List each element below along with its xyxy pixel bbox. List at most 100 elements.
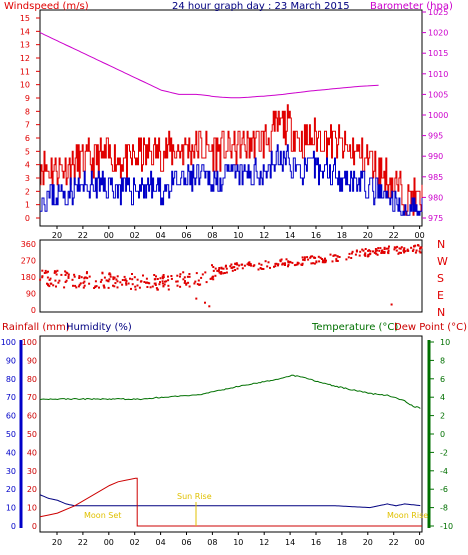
direction-point [156, 288, 159, 291]
direction-point [335, 258, 338, 261]
direction-point [240, 263, 243, 266]
direction-point [115, 278, 118, 281]
wind-tick-label: 5 [25, 147, 30, 156]
direction-point [217, 270, 220, 273]
direction-point [139, 280, 142, 283]
direction-point [404, 250, 407, 253]
direction-point [167, 284, 170, 287]
direction-point [123, 275, 126, 278]
direction-point [199, 283, 202, 286]
direction-point [307, 258, 310, 261]
direction-point [229, 265, 232, 268]
direction-point [259, 267, 262, 269]
direction-point [378, 249, 381, 252]
wind-gust-series-line [40, 104, 423, 216]
direction-point [220, 271, 223, 273]
humidity-tick-label: 20 [6, 485, 16, 494]
direction-point [331, 260, 334, 263]
x-tick-label: 16 [311, 538, 321, 547]
direction-tick-label: 180 [21, 273, 36, 282]
humidity-tick-label: 100 [1, 338, 16, 347]
x-tick-label: 22 [389, 538, 399, 547]
rain-tick-label: 50 [27, 430, 37, 439]
direction-point [413, 245, 415, 248]
baro-tick-label: 1020 [428, 29, 448, 38]
direction-point [41, 269, 44, 272]
x-tick-label: 12 [259, 231, 269, 240]
direction-point [57, 281, 60, 284]
direction-point [102, 284, 105, 287]
direction-point [107, 286, 110, 289]
temperature-tick-label: -4 [440, 467, 448, 476]
rain-tick-label: 30 [27, 467, 37, 476]
wind-tick-label: 14 [20, 27, 30, 36]
direction-point [80, 276, 83, 279]
direction-point [183, 276, 186, 279]
direction-point [303, 257, 306, 260]
direction-point [131, 283, 134, 286]
direction-point [186, 275, 189, 278]
direction-tick-label: 360 [21, 240, 36, 249]
direction-point [387, 249, 390, 252]
direction-letter-label: E [437, 289, 444, 302]
wind-tick-label: 12 [20, 54, 30, 63]
direction-point [125, 283, 128, 286]
direction-point [310, 262, 313, 265]
direction-point [48, 285, 51, 288]
direction-point [53, 271, 56, 274]
humidity-tick-label: 90 [6, 356, 16, 365]
direction-point [138, 286, 141, 289]
direction-point [188, 285, 191, 288]
direction-point [347, 256, 350, 259]
x-tick-label: 06 [181, 231, 191, 240]
direction-point [249, 263, 252, 265]
direction-point [41, 276, 44, 279]
baro-tick-label: 1025 [428, 8, 448, 17]
humidity-series-line [39, 494, 421, 509]
direction-point [321, 261, 324, 264]
direction-point [407, 249, 410, 252]
direction-point [204, 271, 207, 274]
direction-point [381, 249, 384, 252]
direction-point [63, 286, 66, 289]
direction-point [303, 256, 306, 259]
humidity-tick-label: 0 [11, 522, 16, 531]
direction-point [148, 282, 151, 285]
direction-point [65, 271, 68, 274]
direction-point [77, 285, 80, 288]
direction-point [106, 279, 109, 282]
wind-tick-label: 9 [25, 94, 30, 103]
direction-point [414, 244, 417, 247]
direction-point [230, 263, 233, 266]
x-tick-label: 18 [337, 231, 347, 240]
direction-point [103, 276, 106, 279]
x-tick-label: 02 [130, 538, 140, 547]
baro-tick-label: 990 [428, 152, 443, 161]
direction-point [159, 277, 162, 280]
direction-point [274, 262, 277, 265]
temperature-tick-label: -8 [440, 504, 448, 513]
direction-point [241, 267, 244, 270]
direction-point [188, 273, 191, 275]
direction-point [170, 275, 173, 277]
direction-point [67, 275, 70, 278]
direction-point [350, 257, 353, 259]
direction-point [161, 277, 164, 280]
direction-point [400, 246, 403, 249]
direction-point [188, 275, 191, 278]
rain-series-line [39, 477, 422, 527]
direction-point [161, 275, 164, 278]
direction-point [367, 254, 370, 257]
direction-point [82, 281, 85, 284]
direction-tick-label: 0 [31, 306, 36, 315]
humidity-tick-label: 80 [6, 375, 16, 384]
direction-point [46, 276, 49, 279]
direction-point [187, 281, 190, 284]
direction-point [113, 285, 116, 288]
direction-point [108, 272, 111, 275]
direction-point [52, 284, 55, 287]
rain-axis-title: Rainfall (mm) [2, 322, 70, 333]
direction-point [309, 256, 312, 259]
x-tick-label: 16 [311, 231, 321, 240]
